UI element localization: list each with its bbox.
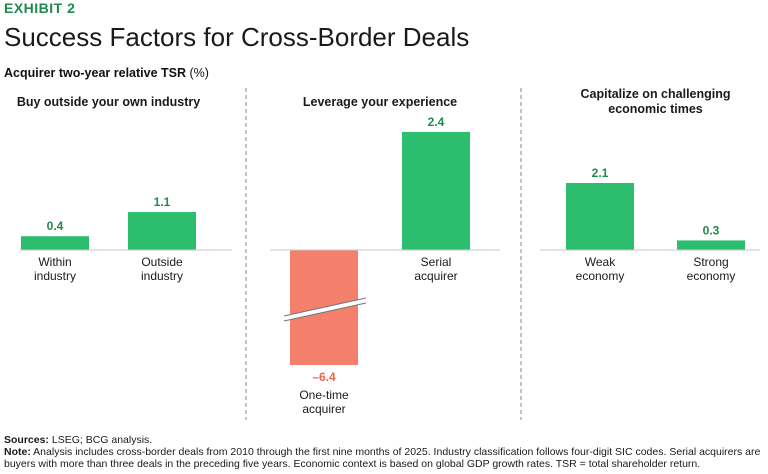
note: Note: Analysis includes cross-border dea… xyxy=(4,446,762,470)
category-label-3-2: economy xyxy=(687,269,736,283)
axis-break-line-bottom xyxy=(283,302,367,322)
note-text: Analysis includes cross-border deals fro… xyxy=(4,446,761,470)
category-label-2-2: Serial xyxy=(421,255,452,269)
category-label-2-2: acquirer xyxy=(414,269,457,283)
y-axis-label: Acquirer two-year relative TSR (%) xyxy=(4,66,209,80)
sources-label: Sources: xyxy=(4,434,49,446)
value-label-1-2: 1.1 xyxy=(154,195,171,209)
category-label-3-1: Weak xyxy=(585,255,616,269)
bar-2-2 xyxy=(402,131,470,250)
panel-title-3: economic times xyxy=(608,102,703,116)
note-label: Note: xyxy=(4,446,31,458)
bar-3-1 xyxy=(566,183,634,250)
category-label-3-2: Strong xyxy=(693,255,728,269)
category-label-2-1: acquirer xyxy=(302,402,345,416)
category-label-1-2: Outside xyxy=(141,255,183,269)
axis-break-gap xyxy=(284,298,366,321)
bar-3-2 xyxy=(677,240,745,250)
bar-1-1 xyxy=(21,236,89,250)
value-label-2-1: –6.4 xyxy=(312,370,336,384)
value-label-1-1: 0.4 xyxy=(47,219,64,233)
page-title: Success Factors for Cross-Border Deals xyxy=(4,22,470,52)
category-label-1-2: industry xyxy=(141,269,183,283)
value-label-2-2: 2.4 xyxy=(428,115,445,129)
panel-title-1: Buy outside your own industry xyxy=(17,95,200,109)
value-label-3-1: 2.1 xyxy=(592,166,609,180)
exhibit-label: EXHIBIT 2 xyxy=(4,0,76,16)
panel-title-2: Leverage your experience xyxy=(303,95,457,109)
y-axis-label-unit: (%) xyxy=(189,66,209,80)
category-label-1-1: industry xyxy=(34,269,76,283)
sources-text: LSEG; BCG analysis. xyxy=(48,434,153,446)
value-label-3-2: 0.3 xyxy=(703,223,720,237)
category-label-1-1: Within xyxy=(38,255,71,269)
category-label-3-1: economy xyxy=(576,269,625,283)
bar-1-2 xyxy=(128,212,196,250)
axis-break-line-top xyxy=(283,297,367,317)
category-label-2-1: One-time xyxy=(299,388,349,402)
sources: Sources: LSEG; BCG analysis. xyxy=(4,434,152,446)
y-axis-label-main: Acquirer two-year relative TSR xyxy=(4,66,187,80)
panel-title-3: Capitalize on challenging xyxy=(580,87,730,101)
